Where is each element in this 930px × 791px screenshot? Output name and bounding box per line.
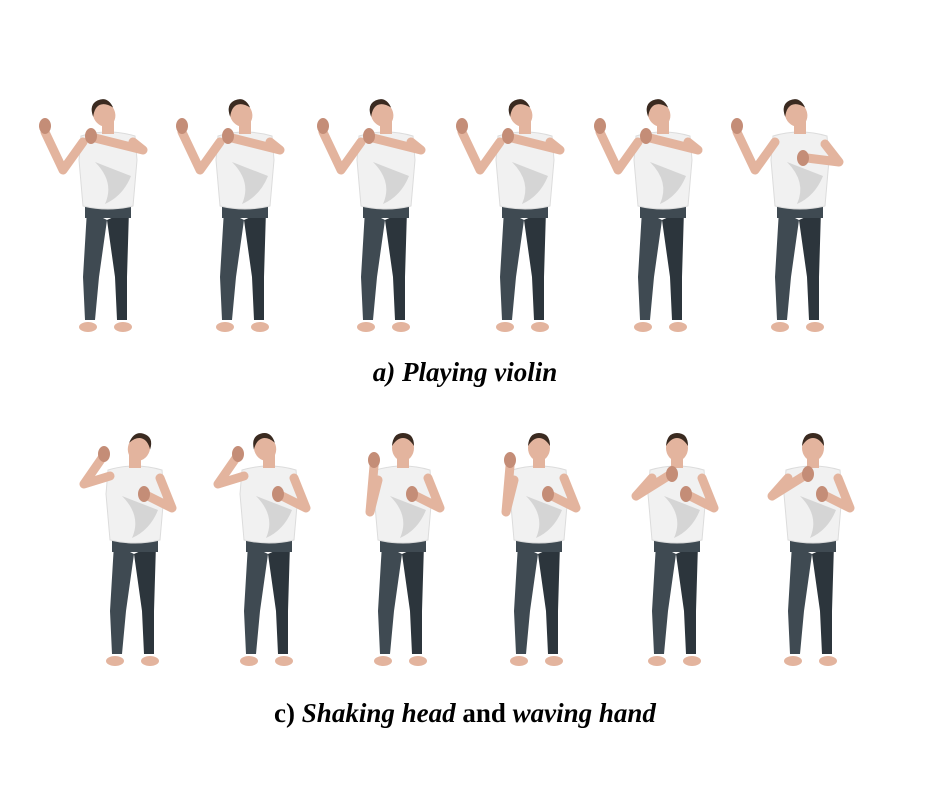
caption-shaking-head-waving-hand: c) Shaking head and waving hand <box>0 697 930 729</box>
avatar-figure-c5 <box>631 433 719 666</box>
caption-playing-violin: a) Playing violin <box>0 356 930 388</box>
avatar-figure-a2 <box>176 99 285 332</box>
caption-c-part1: Shaking head <box>301 698 456 728</box>
caption-c-prefix: c) <box>274 698 302 728</box>
avatar-figure-a3 <box>317 99 426 332</box>
avatar-figure-c4 <box>501 433 581 666</box>
caption-c-part2: waving hand <box>512 698 656 728</box>
avatar-figure-c1 <box>79 433 177 666</box>
avatar-figure-a1 <box>39 99 148 332</box>
avatar-figure-c3 <box>365 433 445 666</box>
avatar-figure-c6 <box>767 433 855 666</box>
avatar-figure-a6 <box>731 99 844 332</box>
avatar-figure-a4 <box>456 99 565 332</box>
caption-a-text: a) Playing violin <box>372 357 558 387</box>
caption-c-connector: and <box>455 698 513 728</box>
avatar-figure-a5 <box>594 99 703 332</box>
avatar-figure-c2 <box>213 433 311 666</box>
row-shaking-head-waving-hand <box>0 426 930 686</box>
row-playing-violin <box>0 92 930 352</box>
